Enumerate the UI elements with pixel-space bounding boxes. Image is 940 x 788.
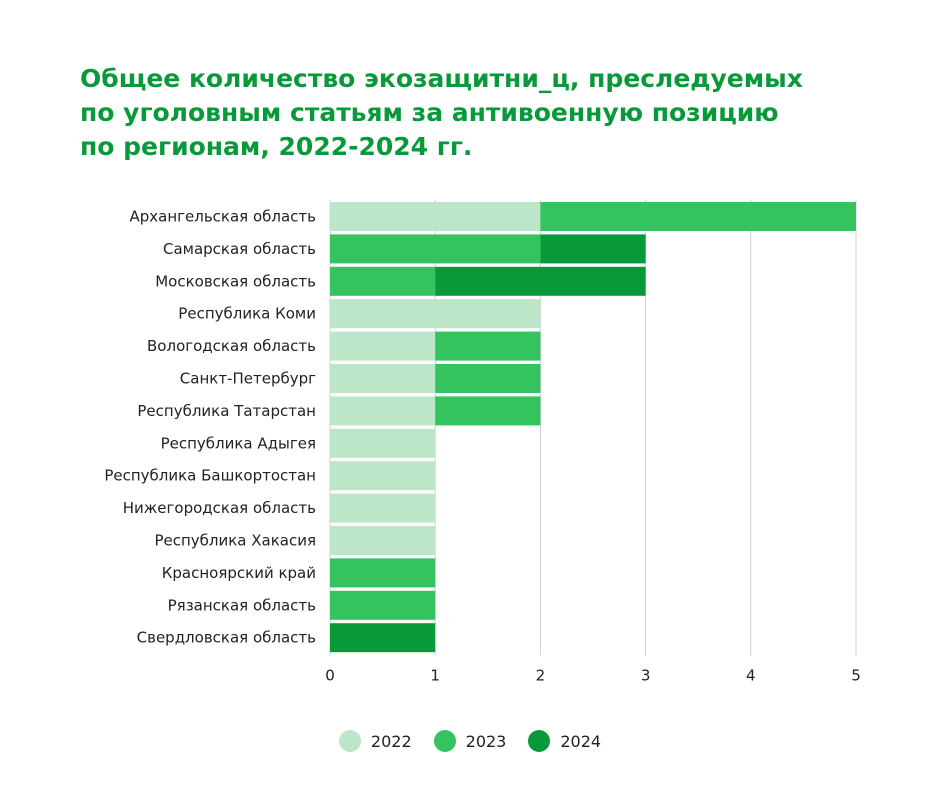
bar-segment-2023 [435, 396, 541, 426]
bar-segment-2022 [330, 493, 436, 523]
x-tick-label-0: 0 [325, 667, 335, 685]
legend-swatch-2022 [338, 730, 361, 752]
bar-segment-2024 [330, 623, 436, 653]
bar-segment-2022 [330, 461, 436, 491]
category-label: Республика Башкортостан [104, 467, 316, 485]
legend: 2022 2023 2024 [0, 730, 940, 752]
legend-swatch-2023 [433, 730, 456, 752]
category-label: Рязанская область [168, 596, 316, 614]
bar-segment-2022 [330, 299, 541, 329]
category-label: Республика Адыгея [161, 434, 316, 452]
bar-segment-2022 [330, 202, 541, 231]
category-labels: Архангельская область Самарская область Мо… [104, 208, 316, 647]
legend-label-2022: 2022 [370, 731, 412, 751]
category-label: Республика Татарстан [137, 402, 316, 420]
chart-title-line-2: по уголовным статьям за антивоенную пози… [80, 98, 779, 127]
x-tick-label-5: 5 [851, 667, 861, 685]
chart-title-line-3: по регионам, 2022-2024 гг. [80, 132, 473, 161]
category-label: Красноярский край [162, 564, 316, 582]
category-label: Свердловская область [137, 629, 316, 647]
bar-chart: Архангельская область Самарская область Мо… [104, 200, 861, 685]
legend-swatch-2024 [528, 730, 551, 752]
bar-segment-2023 [435, 364, 541, 393]
legend-item-2022: 2022 [338, 730, 412, 752]
category-label: Нижегородская область [123, 499, 316, 517]
bar-segment-2024 [540, 234, 646, 264]
x-tick-label-3: 3 [641, 667, 651, 685]
bar-segment-2022 [330, 396, 436, 426]
bars [330, 202, 856, 653]
legend-item-2024: 2024 [528, 730, 601, 752]
bar-segment-2024 [435, 266, 646, 296]
legend-label-2023: 2023 [465, 731, 507, 751]
bar-segment-2023 [330, 234, 541, 264]
category-label: Московская область [155, 272, 316, 290]
category-label: Архангельская область [129, 208, 316, 226]
x-axis-ticks: 0 1 2 3 4 5 [325, 667, 861, 685]
x-tick-label-2: 2 [536, 667, 546, 685]
bar-segment-2022 [330, 526, 436, 555]
chart-title-line-1: Общее количество экозащитни_ц, преследуе… [80, 64, 803, 93]
category-label: Самарская область [163, 240, 316, 258]
legend-label-2024: 2024 [560, 731, 602, 751]
bar-segment-2023 [330, 590, 436, 620]
category-label: Санкт-Петербург [180, 370, 316, 388]
x-tick-label-1: 1 [430, 667, 440, 685]
bar-segment-2023 [330, 558, 436, 588]
bar-segment-2022 [330, 428, 436, 458]
category-label: Республика Коми [178, 305, 316, 323]
x-tick-label-4: 4 [746, 667, 756, 685]
bar-segment-2023 [330, 266, 436, 296]
chart-title: Общее количество экозащитни_ц, преследуе… [80, 62, 860, 164]
category-label: Республика Хакасия [154, 532, 316, 550]
bar-segment-2022 [330, 331, 436, 361]
bar-segment-2022 [330, 364, 436, 393]
bar-segment-2023 [435, 331, 541, 361]
bar-segment-2023 [540, 202, 856, 231]
category-label: Вологодская область [147, 337, 316, 355]
legend-item-2023: 2023 [433, 730, 507, 752]
